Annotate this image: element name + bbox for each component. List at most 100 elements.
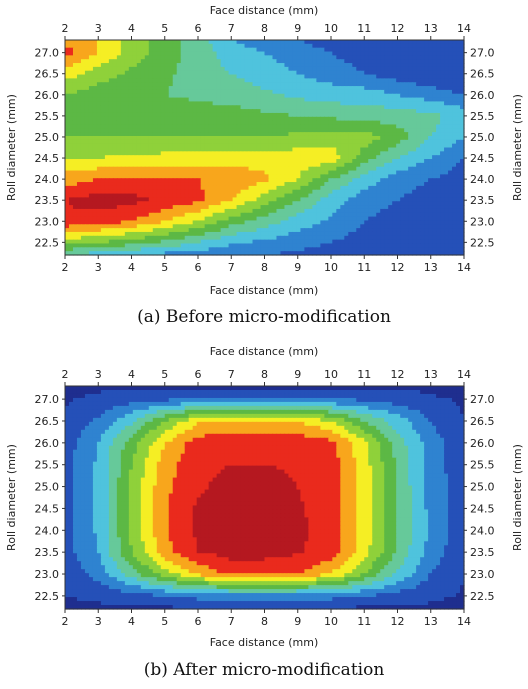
- contour-cell: [328, 59, 333, 64]
- contour-cell: [68, 216, 74, 222]
- contour-cell: [172, 63, 178, 68]
- contour-cell: [72, 86, 78, 91]
- contour-cell: [460, 205, 465, 210]
- contour-cell: [92, 212, 98, 218]
- contour-cell: [280, 74, 286, 79]
- contour-cell: [360, 105, 365, 110]
- contour-cell: [104, 212, 110, 218]
- contour-cell: [200, 89, 206, 95]
- contour-cell: [176, 101, 182, 106]
- contour-cell: [428, 193, 433, 199]
- contour-cell: [440, 43, 445, 49]
- contour-cell: [208, 139, 214, 145]
- contour-cell: [440, 63, 445, 68]
- contour-cell: [456, 201, 461, 206]
- contour-cell: [156, 55, 162, 60]
- contour-cell: [412, 120, 417, 126]
- contour-cell: [428, 101, 433, 106]
- contour-cell: [372, 185, 377, 191]
- contour-cell: [204, 143, 210, 149]
- contour-cell: [80, 78, 86, 83]
- contour-cell: [160, 112, 166, 118]
- contour-cell: [164, 89, 170, 95]
- contour-cell: [380, 151, 385, 156]
- contour-cell: [324, 155, 329, 160]
- contour-cell: [356, 132, 361, 137]
- contour-cell: [108, 205, 114, 210]
- contour-cell: [96, 66, 102, 72]
- contour-cell: [220, 47, 226, 53]
- contour-cell: [376, 205, 381, 210]
- contour-cell: [100, 89, 106, 95]
- contour-cell: [364, 185, 369, 191]
- contour-cell: [132, 93, 138, 99]
- contour-cell: [348, 43, 353, 49]
- contour-cell: [220, 40, 226, 45]
- contour-cell: [216, 182, 222, 187]
- contour-cell: [408, 66, 413, 72]
- contour-cell: [448, 120, 453, 126]
- contour-cell: [244, 97, 250, 103]
- contour-cell: [424, 43, 429, 49]
- contour-cell: [308, 228, 313, 233]
- contour-cell: [100, 132, 106, 137]
- contour-cell: [412, 208, 417, 214]
- contour-cell: [328, 128, 333, 133]
- contour-cell: [232, 47, 238, 53]
- contour-cell: [452, 189, 457, 195]
- contour-cell: [200, 216, 206, 222]
- contour-cell: [104, 135, 110, 141]
- contour-cell: [392, 151, 397, 156]
- contour-cell: [68, 166, 74, 172]
- contour-cell: [344, 162, 349, 168]
- contour-cell: [252, 189, 258, 195]
- contour-cell: [276, 55, 282, 60]
- contour-cell: [152, 228, 158, 233]
- contour-cell: [452, 43, 457, 49]
- contour-cell: [172, 166, 178, 172]
- contour-cell: [360, 51, 365, 56]
- contour-cell: [344, 220, 349, 225]
- contour-cell: [296, 40, 302, 45]
- contour-cell: [136, 220, 142, 225]
- contour-cell: [108, 155, 114, 160]
- contour-cell: [376, 139, 381, 145]
- panel-before-micro-modification: Face distance (mm) 2 3 4 5 6 7 8 9 10 11 12 13 14 27…: [5, 4, 524, 327]
- contour-cell: [340, 139, 345, 145]
- contour-cell: [396, 205, 401, 210]
- contour-cell: [368, 159, 373, 164]
- contour-cell: [68, 112, 74, 118]
- contour-cell: [360, 82, 365, 87]
- contour-cell: [224, 101, 230, 106]
- contour-cell: [324, 162, 329, 168]
- contour-cell: [424, 166, 429, 172]
- contour-cell: [236, 143, 242, 149]
- contour-cell: [332, 212, 337, 218]
- contour-cell: [352, 224, 357, 229]
- contour-cell: [284, 89, 290, 95]
- contour-cell: [292, 74, 298, 79]
- contour-cell: [268, 151, 274, 156]
- contour-cell: [212, 185, 218, 191]
- contour-cell: [76, 55, 82, 60]
- contour-cell: [236, 155, 242, 160]
- contour-cell: [460, 166, 465, 172]
- contour-cell: [272, 139, 278, 145]
- contour-cell: [172, 78, 178, 83]
- contour-cell: [216, 193, 222, 199]
- contour-cell: [252, 139, 258, 145]
- contour-cell: [436, 162, 441, 168]
- contour-cell: [68, 174, 74, 179]
- contour-cell: [80, 116, 86, 122]
- contour-cell: [316, 40, 321, 45]
- contour-cell: [332, 112, 337, 118]
- contour-cell: [236, 182, 242, 187]
- contour-cell: [196, 201, 202, 206]
- contour-cell: [444, 224, 449, 229]
- contour-cell: [176, 78, 182, 83]
- contour-cell: [120, 174, 126, 179]
- contour-cell: [188, 159, 194, 164]
- contour-cell: [180, 174, 186, 179]
- contour-cell: [96, 174, 102, 179]
- contour-cell: [204, 120, 210, 126]
